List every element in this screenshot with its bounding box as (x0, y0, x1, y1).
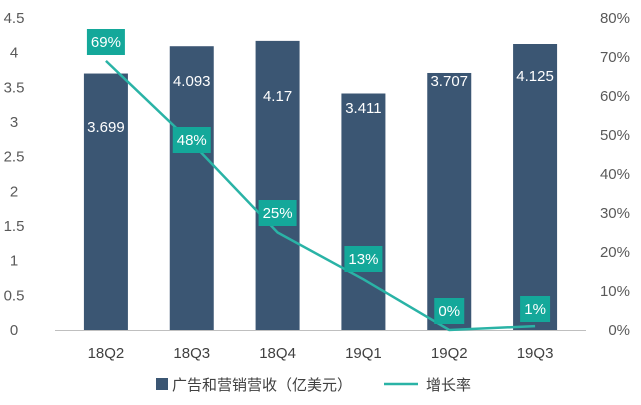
growth-rate-label: 0% (438, 303, 460, 320)
left-axis-tick: 1 (10, 253, 18, 270)
bar-value-label: 3.707 (430, 73, 468, 90)
category-label: 19Q3 (517, 345, 554, 362)
left-axis-tick: 3 (10, 114, 18, 131)
category-label: 19Q2 (431, 345, 468, 362)
bar-value-labels: 3.699 4.093 4.17 3.411 3.707 4.125 (87, 68, 554, 136)
right-axis: 0% 10% 20% 30% 40% 50% 60% 70% 80% (600, 10, 630, 339)
legend-line-label: 增长率 (426, 376, 471, 394)
growth-rate-label-box (434, 298, 465, 324)
left-axis-tick: 1.5 (4, 218, 25, 235)
growth-rate-label: 25% (263, 205, 293, 222)
bar-value-label: 4.093 (173, 73, 211, 90)
bar-value-label: 4.17 (263, 88, 292, 105)
left-axis: 0 0.5 1 1.5 2 2.5 3 3.5 4 4.5 (4, 10, 25, 339)
growth-rate-label: 69% (91, 34, 121, 51)
left-axis-tick: 2 (10, 183, 18, 200)
growth-rate-label: 13% (348, 251, 378, 268)
right-axis-tick: 50% (600, 127, 630, 144)
legend-bar-swatch (156, 378, 168, 390)
right-axis-tick: 60% (600, 88, 630, 105)
category-label: 18Q4 (259, 345, 296, 362)
category-label: 19Q1 (345, 345, 382, 362)
bar-value-label: 4.125 (516, 68, 554, 85)
category-label: 18Q2 (88, 345, 125, 362)
right-axis-tick: 30% (600, 205, 630, 222)
growth-rate-label-box (172, 127, 211, 153)
bar-19Q2 (427, 72, 472, 331)
growth-rate-labels: 69% 48% 25% 13% 0% 1% (86, 29, 551, 324)
right-axis-tick: 40% (600, 166, 630, 183)
left-axis-tick: 3.5 (4, 79, 25, 96)
growth-rate-label: 48% (177, 132, 207, 149)
growth-rate-label-box (86, 29, 125, 55)
bar-value-label: 3.699 (87, 119, 125, 136)
right-axis-tick: 70% (600, 49, 630, 66)
bar-18Q2 (83, 73, 128, 330)
legend: 广告和营销营收（亿美元） 增长率 (156, 376, 471, 394)
bar-18Q3 (169, 46, 214, 331)
growth-rate-label-box (344, 246, 383, 272)
right-axis-tick: 10% (600, 283, 630, 300)
growth-rate-label-box (258, 200, 297, 226)
growth-rate-label: 1% (524, 301, 546, 318)
left-axis-tick: 4.5 (4, 10, 25, 27)
bar-value-label: 3.411 (345, 100, 381, 117)
growth-rate-label-box (520, 296, 551, 322)
right-axis-tick: 0% (608, 322, 630, 339)
legend-bar-label: 广告和营销营收（亿美元） (172, 376, 352, 394)
right-axis-tick: 20% (600, 244, 630, 261)
bar-19Q3 (513, 44, 558, 330)
bar-series (83, 40, 558, 331)
left-axis-tick: 0.5 (4, 287, 25, 304)
left-axis-tick: 4 (10, 45, 18, 62)
right-axis-tick: 80% (600, 10, 630, 27)
left-axis-tick: 0 (10, 322, 18, 339)
category-axis: 18Q2 18Q3 18Q4 19Q1 19Q2 19Q3 (88, 345, 554, 362)
bar-19Q1 (341, 93, 386, 330)
bar-18Q4 (255, 40, 300, 330)
category-label: 18Q3 (173, 345, 210, 362)
left-axis-tick: 2.5 (4, 149, 25, 166)
